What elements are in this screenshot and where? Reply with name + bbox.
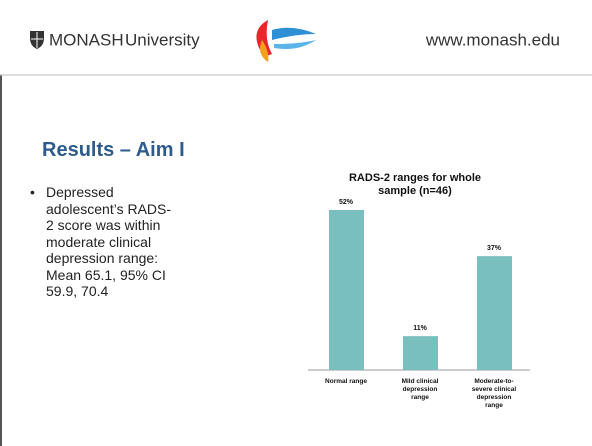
bullet-text: Depressed adolescent’s RADS-2 score was … <box>46 184 172 299</box>
x-tick-label: Mild clinical depression range <box>401 378 439 401</box>
chart-title: RADS-2 ranges for whole sample (n=46) <box>348 172 482 197</box>
data-label: 37% <box>487 245 502 252</box>
x-tick-label: Normal range <box>325 378 367 385</box>
bullet-dot: • <box>30 184 35 200</box>
x-tick-label: Moderate-to-severe clinical depression r… <box>471 378 517 409</box>
url: www.monash.edu <box>425 30 560 49</box>
data-label: 52% <box>339 199 354 206</box>
brand-suffix: University <box>125 30 200 49</box>
bar <box>403 336 438 370</box>
slide-title: Results – Aim I <box>42 139 185 161</box>
brand: MONASH <box>49 30 124 49</box>
bullet: • Depressed adolescent’s RADS-2 score was… <box>30 184 178 300</box>
bar <box>477 256 512 370</box>
logo-butterfly <box>256 20 316 62</box>
bar <box>329 210 364 370</box>
crest <box>30 31 44 49</box>
data-label: 11% <box>413 325 427 332</box>
